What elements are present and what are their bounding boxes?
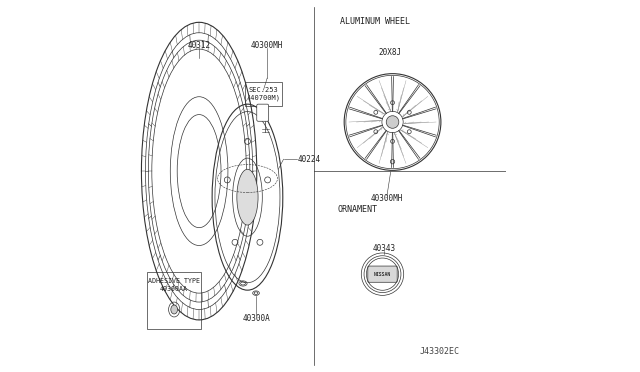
Bar bbox=[147, 272, 201, 329]
Text: SEC.253: SEC.253 bbox=[248, 87, 278, 93]
Text: NISSAN: NISSAN bbox=[374, 272, 391, 277]
Text: 20X8J: 20X8J bbox=[378, 48, 401, 57]
FancyBboxPatch shape bbox=[368, 266, 397, 282]
Circle shape bbox=[387, 116, 399, 128]
Ellipse shape bbox=[237, 169, 258, 225]
Text: 40224: 40224 bbox=[298, 155, 321, 164]
Text: ALUMINUM WHEEL: ALUMINUM WHEEL bbox=[340, 17, 410, 26]
Text: 40300AA: 40300AA bbox=[160, 286, 188, 292]
Text: (40700M): (40700M) bbox=[246, 95, 280, 102]
Ellipse shape bbox=[171, 305, 177, 314]
Text: J43302EC: J43302EC bbox=[419, 347, 460, 356]
FancyBboxPatch shape bbox=[257, 104, 269, 121]
Text: 40343: 40343 bbox=[372, 244, 396, 253]
Text: ADHESIVE TYPE: ADHESIVE TYPE bbox=[148, 278, 200, 284]
Text: 40312: 40312 bbox=[188, 41, 211, 50]
Text: 40300MH: 40300MH bbox=[371, 194, 403, 203]
Text: 40300A: 40300A bbox=[242, 314, 270, 323]
Text: 40300MH: 40300MH bbox=[251, 41, 284, 50]
Text: ORNAMENT: ORNAMENT bbox=[337, 205, 378, 214]
FancyBboxPatch shape bbox=[245, 82, 282, 106]
